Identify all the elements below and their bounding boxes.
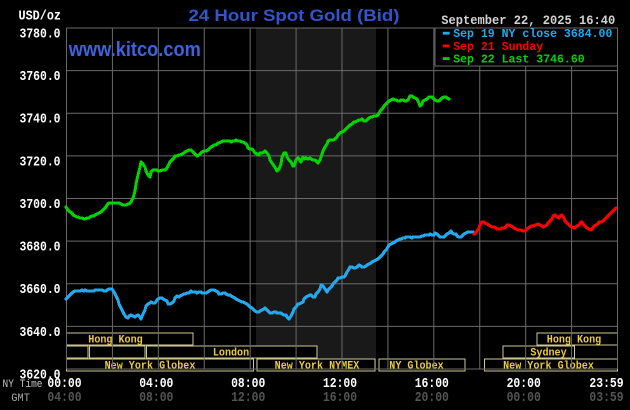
svg-text:12:00: 12:00 (323, 377, 357, 392)
svg-text:3780.0: 3780.0 (20, 26, 61, 42)
svg-text:3680.0: 3680.0 (20, 240, 61, 256)
svg-text:03:59: 03:59 (589, 391, 623, 406)
svg-text:04:00: 04:00 (139, 377, 173, 392)
svg-text:20:00: 20:00 (507, 377, 541, 392)
svg-text:00:00: 00:00 (507, 391, 541, 406)
svg-text:Hong Kong: Hong Kong (547, 335, 601, 347)
svg-text:3720.0: 3720.0 (20, 154, 61, 170)
svg-text:London: London (213, 348, 249, 360)
svg-text:3660.0: 3660.0 (20, 282, 61, 298)
svg-text:08:00: 08:00 (139, 391, 173, 406)
svg-text:New York Globex: New York Globex (105, 361, 196, 373)
svg-text:3700.0: 3700.0 (20, 197, 61, 213)
svg-text:Sep 22 Last 3746.60: Sep 22 Last 3746.60 (453, 53, 585, 67)
svg-text:24 Hour Spot Gold (Bid): 24 Hour Spot Gold (Bid) (189, 6, 400, 25)
svg-text:00:00: 00:00 (47, 377, 81, 392)
svg-text:12:00: 12:00 (231, 391, 265, 406)
svg-text:USD/oz: USD/oz (19, 9, 62, 25)
svg-text:New York Globex: New York Globex (503, 361, 594, 373)
svg-text:Sep 21 Sunday: Sep 21 Sunday (453, 40, 543, 54)
svg-text:September 22, 2025 16:40: September 22, 2025 16:40 (441, 14, 615, 28)
svg-text:3640.0: 3640.0 (20, 325, 61, 341)
svg-text:Hong Kong: Hong Kong (88, 335, 142, 347)
svg-text:08:00: 08:00 (231, 377, 265, 392)
svg-text:www.kitco.com: www.kitco.com (68, 39, 201, 61)
svg-text:3620.0: 3620.0 (20, 367, 61, 383)
svg-text:04:00: 04:00 (47, 391, 81, 406)
svg-text:3760.0: 3760.0 (20, 69, 61, 85)
svg-text:3740.0: 3740.0 (20, 112, 61, 128)
svg-text:New York NYMEX: New York NYMEX (275, 361, 360, 373)
svg-text:Sep 19 NY close 3684.00: Sep 19 NY close 3684.00 (453, 27, 612, 41)
svg-text:20:00: 20:00 (415, 391, 449, 406)
svg-text:GMT: GMT (11, 393, 30, 405)
svg-text:NY Globex: NY Globex (389, 361, 444, 373)
svg-text:16:00: 16:00 (415, 377, 449, 392)
svg-text:Sydney: Sydney (530, 348, 567, 360)
svg-text:16:00: 16:00 (323, 391, 357, 406)
svg-text:NY Time: NY Time (3, 379, 43, 391)
svg-text:23:59: 23:59 (589, 377, 623, 392)
